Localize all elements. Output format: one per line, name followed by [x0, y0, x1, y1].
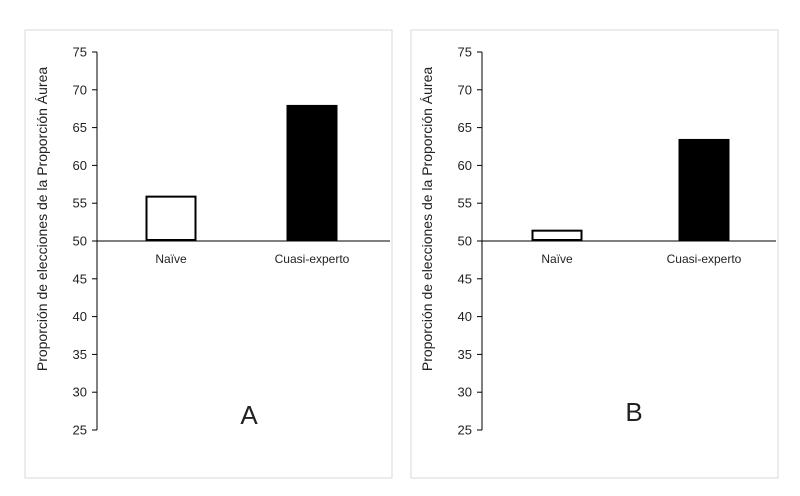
y-tick-label: 35 [73, 347, 87, 362]
y-tick-label: 65 [458, 120, 472, 135]
bar-cuasi-experto [678, 138, 730, 241]
y-tick-label: 35 [458, 347, 472, 362]
y-tick-label: 50 [458, 234, 472, 249]
y-tick-label: 30 [73, 385, 87, 400]
y-tick-label: 45 [73, 271, 87, 286]
category-label: Naïve [155, 252, 187, 266]
y-tick-label: 45 [458, 271, 472, 286]
y-tick-label: 40 [458, 309, 472, 324]
y-tick-label: 75 [73, 45, 87, 60]
y-tick-label: 50 [73, 234, 87, 249]
y-tick-label: 70 [73, 82, 87, 97]
y-tick-label: 55 [458, 196, 472, 211]
category-label: Naïve [541, 252, 573, 266]
y-tick-label: 25 [73, 423, 87, 438]
y-tick-label: 70 [458, 82, 472, 97]
y-tick-label: 60 [73, 158, 87, 173]
chart-panel-b: 25 30 35 40 45 50 55 60 65 70 75 Naïve Cuasi-experto… [410, 29, 779, 479]
y-tick-label: 60 [458, 158, 472, 173]
y-tick-label: 65 [73, 120, 87, 135]
chart-panel-a: 25 30 35 40 45 50 55 60 65 70 75 Naïve Cuasi-experto… [24, 29, 393, 479]
y-axis-title: Proporción de elecciones de la Proporció… [419, 67, 435, 372]
category-label: Cuasi-experto [667, 252, 742, 266]
y-tick-label: 30 [458, 385, 472, 400]
y-tick-label: 55 [73, 196, 87, 211]
y-tick-label: 75 [458, 45, 472, 60]
bar-cuasi-experto [286, 104, 338, 241]
bar-naive [145, 195, 197, 241]
panel-letter: B [625, 397, 642, 427]
panel-frame [24, 29, 393, 479]
category-label: Cuasi-experto [275, 252, 350, 266]
y-tick-label: 25 [458, 423, 472, 438]
panel-letter: A [240, 400, 258, 430]
panel-frame [410, 29, 779, 479]
y-tick-label: 40 [73, 309, 87, 324]
bar-naive [531, 229, 583, 242]
y-axis-title: Proporción de elecciones de la Proporció… [34, 67, 50, 372]
